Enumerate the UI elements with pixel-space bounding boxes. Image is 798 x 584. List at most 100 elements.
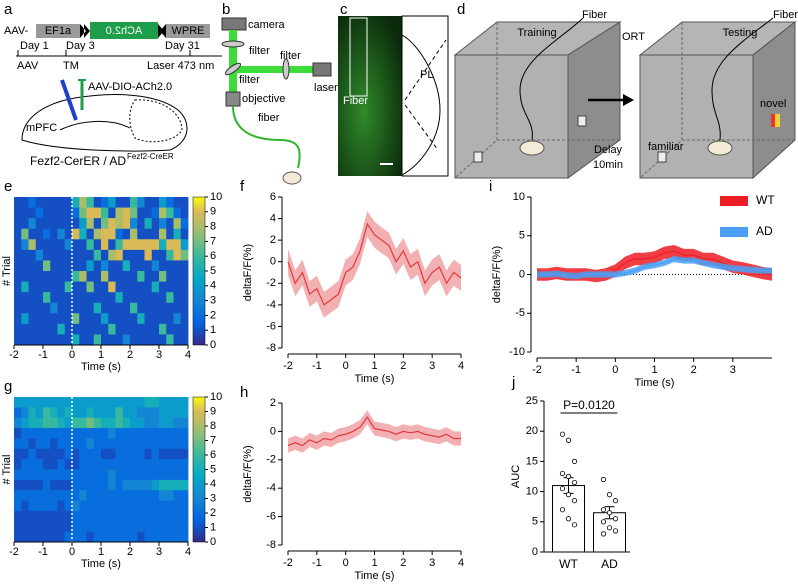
heatmap-cell [122,218,131,230]
heatmap-cell [115,292,124,304]
colorbar [192,396,206,543]
heatmap-cell [108,479,116,491]
heatmap-cell [64,281,73,293]
heatmap-cell [21,197,29,208]
heatmap-cell [50,281,58,293]
heatmap-cell [86,510,95,522]
heatmap-cell [35,500,44,512]
data-point [565,473,572,480]
heatmap-cell [101,521,109,533]
heatmap-cell [101,271,109,282]
heatmap-cell [57,260,66,272]
part-label: laser [314,82,338,94]
heatmap-cell [180,428,189,439]
heatmap-cell [79,407,87,419]
heatmap-cell [115,271,124,282]
heatmap-cell [86,397,95,408]
heatmap-cell [166,228,174,240]
part-label: filter [239,74,260,86]
heatmap-cell [130,479,138,491]
heatmap-cell [122,531,131,543]
heatmap-cell [28,397,37,408]
heatmap-cell [28,479,37,491]
heatmap-cell [159,500,167,512]
heatmap-cell [151,438,160,450]
object-label: novel [760,98,786,110]
heatmap-cell [173,397,182,408]
data-point [571,479,578,486]
heatmap-cell [166,407,174,419]
x-tick-label: 1 [371,360,377,372]
heatmap-cell [14,228,22,240]
heatmap-cell [43,448,51,460]
heatmap-cell [101,228,109,240]
heatmap-cell [166,281,174,293]
heatmap-cell [130,334,138,346]
heatmap-cell [14,249,22,261]
colorbar-tick-label: 9 [210,206,216,218]
part-label: filter [249,45,270,57]
box-front [454,54,569,179]
heatmap-cell [159,334,167,346]
heatmap-cell [57,323,66,335]
heatmap-cell [130,531,138,543]
heatmap-cell [79,249,87,261]
heatmap-cell [180,531,189,543]
heatmap-cell [173,323,182,335]
heatmap-cell [159,260,167,272]
heatmap-cell [166,207,174,219]
heatmap-cell [115,228,124,240]
heatmap-cell [86,323,95,335]
heatmap-cell [137,239,145,251]
heatmap-cell [43,469,51,481]
heatmap-cell [144,228,153,240]
data-point [559,470,566,477]
heatmap-cell [159,448,167,460]
virus-label: AAV-DIO-ACh2.0 [88,81,172,93]
heatmap-cell [35,407,44,419]
heatmap-cell [43,271,51,282]
heatmap-cell [108,500,116,512]
heatmap-cell [130,260,138,272]
heatmap-cell [122,334,131,346]
heatmap-cell [180,323,189,335]
mouse-icon [282,171,302,185]
heatmap-cell [173,207,182,219]
heatmap-cell [144,521,153,533]
heatmap-cell [28,510,37,522]
filter-icon [224,62,242,76]
heatmap-cell [43,260,51,272]
heatmap-cell [50,271,58,282]
heatmap-cell [159,459,167,470]
heatmap-cell [130,500,138,512]
heatmap-cell [173,271,182,282]
heatmap-cell [151,281,160,293]
heatmap-cell [115,438,124,450]
data-point [571,458,578,464]
y-tick-label: -2 [266,277,276,289]
heatmap-cell [43,459,51,470]
heatmap-cell [101,197,109,208]
heatmap-cell [180,469,189,481]
heatmap-cell [72,271,80,282]
x-tick-label: 3 [156,546,162,558]
heatmap-cell [151,428,160,439]
heatmap-cell [122,500,131,512]
heatmap-cell [115,397,124,408]
filter-icon [221,40,245,48]
heatmap-cell [64,448,73,460]
y-axis-label: # Trial [1,256,13,286]
heatmap-cell [50,239,58,251]
heatmap-cell [122,281,131,293]
heatmap-cell [14,510,22,522]
heatmap-cell [79,281,87,293]
colorbar-tick-label: 2 [210,309,216,321]
heatmap-cell [101,428,109,439]
heatmap-cell [115,407,124,419]
lox-site [80,24,90,38]
heatmap-cell [72,292,80,304]
heatmap-cell [130,323,138,335]
heatmap-cell [86,334,95,346]
heatmap-cell [144,448,153,460]
data-point [571,522,578,528]
